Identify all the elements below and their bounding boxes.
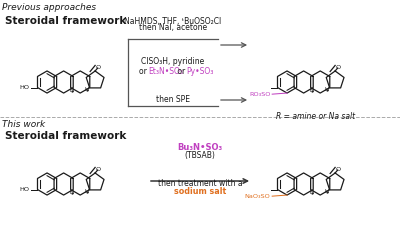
Text: Py•SO₃: Py•SO₃ xyxy=(186,66,213,76)
Text: then SPE: then SPE xyxy=(156,95,190,103)
Text: H: H xyxy=(324,87,329,92)
Text: sodium salt: sodium salt xyxy=(174,187,226,196)
Text: H: H xyxy=(84,87,89,92)
Text: or: or xyxy=(175,66,188,76)
Text: H: H xyxy=(310,190,314,194)
Text: (TBSAB): (TBSAB) xyxy=(184,151,216,160)
Text: H: H xyxy=(324,189,329,194)
Text: Previous approaches: Previous approaches xyxy=(2,3,96,12)
Text: NaO₃SO: NaO₃SO xyxy=(245,194,270,199)
Text: O: O xyxy=(96,167,101,172)
Text: O: O xyxy=(336,167,341,172)
Text: Steroidal framework: Steroidal framework xyxy=(5,131,126,141)
Text: R = amine or Na salt: R = amine or Na salt xyxy=(276,112,355,121)
Text: O: O xyxy=(336,65,341,70)
Text: O: O xyxy=(96,65,101,70)
Text: then treatment with a: then treatment with a xyxy=(158,179,242,188)
Text: Bu₃N•SO₃: Bu₃N•SO₃ xyxy=(178,143,222,152)
Text: ClSO₃H, pyridine: ClSO₃H, pyridine xyxy=(141,58,205,66)
Text: H: H xyxy=(84,189,89,194)
Text: HO: HO xyxy=(19,187,29,192)
Text: H: H xyxy=(70,190,74,194)
Text: This work: This work xyxy=(2,120,45,129)
Text: H: H xyxy=(310,88,314,92)
Text: H: H xyxy=(70,88,74,92)
Text: HO: HO xyxy=(19,85,29,90)
Text: Et₃N•SO₃: Et₃N•SO₃ xyxy=(148,66,183,76)
Text: or: or xyxy=(139,66,149,76)
Text: Steroidal framework: Steroidal framework xyxy=(5,16,126,26)
Text: RO₃SO: RO₃SO xyxy=(249,92,270,97)
Text: then NaI, acetone: then NaI, acetone xyxy=(139,23,207,32)
Text: NaHMDS, THF, ᵗBuOSO₂Cl: NaHMDS, THF, ᵗBuOSO₂Cl xyxy=(124,17,222,26)
